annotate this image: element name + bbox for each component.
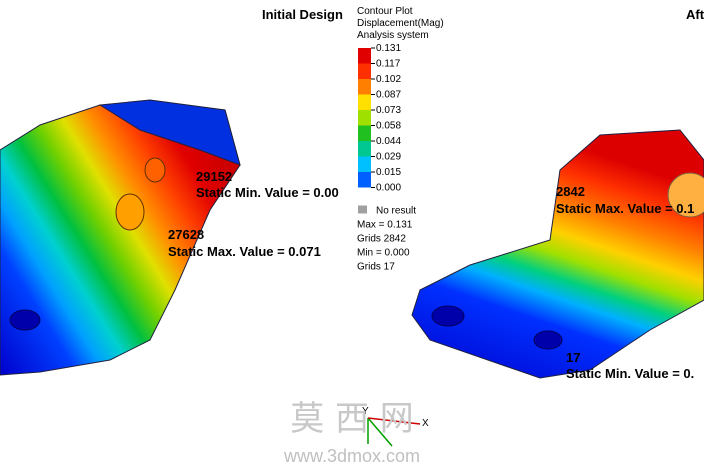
max-label: Static Max. Value = 0.1 bbox=[556, 201, 694, 216]
legend-level: 0.000 bbox=[376, 183, 401, 194]
watermark-url: www.3dmox.com bbox=[283, 446, 420, 466]
legend-title: Displacement(Mag) bbox=[357, 18, 444, 29]
color-swatch bbox=[358, 156, 371, 172]
legend-level: 0.131 bbox=[376, 43, 401, 54]
axis-triad: Y X bbox=[362, 406, 429, 447]
legend-title: Analysis system bbox=[357, 30, 429, 41]
color-swatch bbox=[358, 48, 371, 64]
legend-level: 0.044 bbox=[376, 136, 401, 147]
right-title: Aft bbox=[686, 7, 704, 22]
color-swatch bbox=[358, 141, 371, 157]
min-node: 29152 bbox=[196, 169, 232, 184]
no-result: No result bbox=[376, 206, 416, 217]
max-node: 27628 bbox=[168, 227, 204, 242]
legend-stat: Grids 17 bbox=[357, 262, 395, 273]
legend-stat: Max = 0.131 bbox=[357, 220, 413, 231]
legend-level: 0.087 bbox=[376, 90, 401, 101]
color-swatch bbox=[358, 172, 371, 188]
legend-stat: Grids 2842 bbox=[357, 234, 406, 245]
triad-y: Y bbox=[362, 406, 369, 417]
watermark-name: 莫 西 网 bbox=[290, 399, 414, 439]
legend-level: 0.058 bbox=[376, 121, 401, 132]
legend-level: 0.029 bbox=[376, 152, 401, 163]
color-swatch bbox=[358, 79, 371, 95]
min-node: 17 bbox=[566, 350, 580, 365]
legend-title: Contour Plot bbox=[357, 6, 413, 17]
color-swatch bbox=[358, 63, 371, 79]
max-node: 2842 bbox=[556, 184, 585, 199]
color-swatch bbox=[358, 94, 371, 110]
legend-level: 0.102 bbox=[376, 74, 401, 85]
min-label: Static Min. Value = 0. bbox=[566, 366, 694, 381]
left-part bbox=[0, 99, 241, 376]
min-label: Static Min. Value = 0.00 bbox=[196, 185, 339, 200]
max-label: Static Max. Value = 0.071 bbox=[168, 244, 321, 259]
legend-level: 0.117 bbox=[376, 59, 401, 70]
left-title: Initial Design bbox=[262, 7, 343, 22]
legend-stat: Min = 0.000 bbox=[357, 248, 410, 259]
no-result-swatch bbox=[358, 205, 367, 214]
legend-level: 0.015 bbox=[376, 167, 401, 178]
legend-level: 0.073 bbox=[376, 105, 401, 116]
color-swatch bbox=[358, 125, 371, 141]
triad-x: X bbox=[422, 418, 429, 429]
right-part bbox=[411, 129, 704, 379]
color-swatch bbox=[358, 110, 371, 126]
